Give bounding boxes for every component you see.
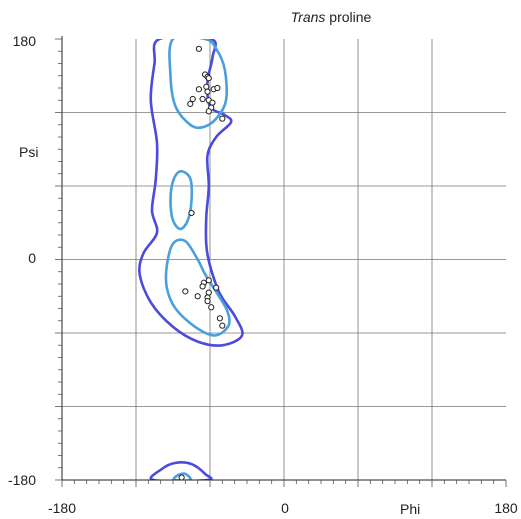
x-axis-label: Phi [400,501,420,517]
y-tick-label-bottom: -180 [8,472,36,488]
chart-title-italic: Trans [291,9,326,25]
inner-contour-upper [168,39,229,130]
inner-contour-middle [169,169,194,231]
data-point [214,84,221,92]
grid-lines [62,39,506,480]
data-point [208,304,215,311]
data-point [205,108,212,115]
data-point [205,289,212,296]
data-points [178,45,226,481]
data-point [205,277,212,284]
data-point [204,88,211,95]
chart-title: Trans proline [291,9,372,25]
data-point [189,95,196,103]
outer-contour-bottom [149,461,213,480]
data-point [213,284,220,291]
data-point [178,474,185,481]
chart-title-rest: proline [325,9,371,25]
y-tick-label-top: 180 [13,33,37,49]
clipped-contours [138,39,244,480]
inner-contour-lower [164,238,231,337]
data-point [216,315,223,322]
data-point [209,99,216,106]
inner-contour-bottom [172,472,192,480]
data-point [195,86,202,93]
data-point [194,293,201,300]
y-tick-label-middle: 0 [28,250,36,266]
data-point [204,298,211,305]
x-tick-label-left: -180 [48,500,76,516]
data-point [195,45,202,52]
y-axis-label: Psi [19,144,38,160]
data-point [187,100,194,108]
data-point [203,83,210,90]
data-point [188,209,195,217]
data-point [219,322,226,329]
data-point [182,288,189,295]
data-point [199,283,206,290]
data-point [219,115,226,122]
x-tick-label-right: 180 [494,500,518,516]
data-point [205,75,212,82]
x-tick-label-middle: 0 [281,500,289,516]
contour-regions [138,39,244,480]
data-point [199,95,206,103]
axes [55,36,507,487]
